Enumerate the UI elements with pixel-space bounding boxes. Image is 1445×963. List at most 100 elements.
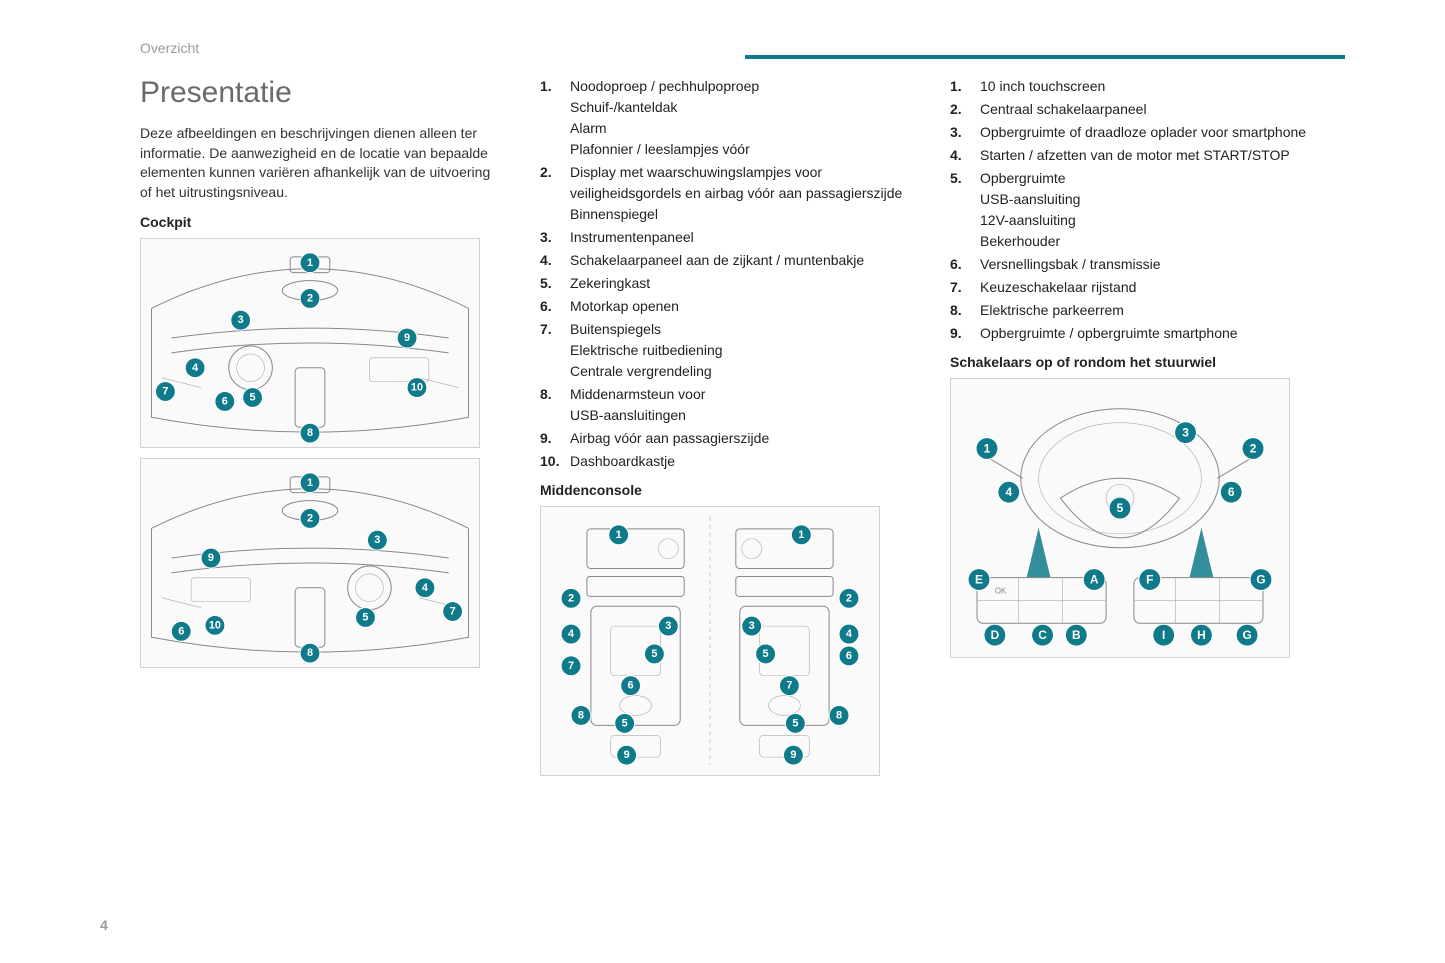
list-item-number: 4. [950,145,980,166]
page-columns: Presentatie Deze afbeeldingen en beschri… [140,76,1345,786]
list-item-number: 10. [540,451,570,472]
list-item: 5.OpbergruimteUSB-aansluiting12V-aanslui… [950,168,1320,252]
callout-marker: 1 [791,525,811,545]
callout-marker: 4 [185,358,205,378]
callout-marker: F [1139,569,1161,591]
svg-text:5: 5 [763,648,769,660]
svg-text:7: 7 [568,660,574,672]
cockpit-diagram-rhd: 12345678910 [140,458,480,668]
callout-marker: 6 [621,676,641,696]
callout-marker: 6 [839,646,859,666]
callout-marker: 5 [356,608,376,628]
list-item: 1.10 inch touchscreen [950,76,1320,97]
list-item-text: Dashboardkastje [570,451,910,472]
section-label: Overzicht [140,40,1345,56]
callout-marker: 2 [561,588,581,608]
svg-text:4: 4 [422,582,428,594]
middenconsole-diagram: 12345678591234567859 [540,506,880,776]
list-item-number: 8. [950,300,980,321]
svg-text:4: 4 [192,362,198,374]
middenconsole-list: 1.10 inch touchscreen2.Centraal schakela… [950,76,1320,344]
svg-text:1: 1 [307,257,313,269]
svg-text:8: 8 [307,648,313,660]
svg-text:5: 5 [651,648,657,660]
callout-marker: 6 [1220,481,1242,503]
cockpit-diagram-lhd: 12345678910 [140,238,480,448]
svg-text:10: 10 [411,382,423,394]
svg-text:6: 6 [1228,485,1235,499]
svg-text:7: 7 [786,680,792,692]
callout-marker: 4 [415,578,435,598]
stuurwiel-diagram: OK 123456ABCDEFGGHI [950,378,1290,658]
svg-text:2: 2 [568,592,574,604]
callout-marker: 8 [300,644,320,664]
callout-marker: E [968,569,990,591]
svg-text:3: 3 [749,620,755,632]
list-item-number: 7. [540,319,570,382]
list-item: 8.Elektrische parkeerrem [950,300,1320,321]
list-item-number: 3. [540,227,570,248]
callout-marker: I [1153,624,1175,646]
list-item-text: Versnellingsbak / transmissie [980,254,1320,275]
callout-marker: 9 [397,329,417,349]
list-item-text: Instrumentenpaneel [570,227,910,248]
callout-marker: 4 [839,624,859,644]
callout-marker: 5 [243,388,263,408]
list-item: 8.Middenarmsteun voorUSB-aansluitingen [540,384,910,426]
callout-marker: 5 [615,713,635,733]
svg-text:3: 3 [1182,426,1189,440]
svg-text:6: 6 [178,626,184,638]
list-item: 6.Motorkap openen [540,296,910,317]
list-item-text: 10 inch touchscreen [980,76,1320,97]
svg-text:B: B [1072,628,1081,642]
list-item: 7.BuitenspiegelsElektrische ruitbedienin… [540,319,910,382]
svg-text:G: G [1242,628,1251,642]
list-item: 3.Instrumentenpaneel [540,227,910,248]
svg-text:1: 1 [616,529,622,541]
list-item-text: Motorkap openen [570,296,910,317]
cockpit-list: 1.Noodoproep / pechhulpoproepSchuif-/kan… [540,76,910,472]
list-item: 3.Opbergruimte of draadloze oplader voor… [950,122,1320,143]
middenconsole-heading: Middenconsole [540,482,910,498]
callout-marker: 8 [300,424,320,444]
svg-text:9: 9 [208,552,214,564]
svg-text:1: 1 [984,442,991,456]
list-item: 6.Versnellingsbak / transmissie [950,254,1320,275]
list-item-number: 5. [540,273,570,294]
list-item: 4.Starten / afzetten van de motor met ST… [950,145,1320,166]
callout-marker: 5 [756,644,776,664]
svg-text:5: 5 [622,717,628,729]
svg-text:OK: OK [995,586,1007,595]
svg-text:3: 3 [238,315,244,327]
callout-marker: C [1032,624,1054,646]
callout-marker: 9 [783,745,803,765]
callout-marker: 1 [976,438,998,460]
list-item-text: BuitenspiegelsElektrische ruitbedieningC… [570,319,910,382]
column-3: 1.10 inch touchscreen2.Centraal schakela… [950,76,1320,786]
callout-marker: 4 [561,624,581,644]
list-item-number: 2. [540,162,570,225]
list-item-number: 9. [950,323,980,344]
column-1: Presentatie Deze afbeeldingen en beschri… [140,76,500,786]
svg-text:7: 7 [162,386,168,398]
callout-marker: 1 [609,525,629,545]
svg-text:F: F [1146,573,1153,587]
list-item-text: OpbergruimteUSB-aansluiting12V-aansluiti… [980,168,1320,252]
list-item-text: Opbergruimte / opbergruimte smartphone [980,323,1320,344]
callout-marker: 5 [1109,497,1131,519]
svg-text:7: 7 [450,606,456,618]
list-item-number: 1. [950,76,980,97]
svg-text:5: 5 [362,612,368,624]
list-item: 9.Opbergruimte / opbergruimte smartphone [950,323,1320,344]
svg-text:C: C [1038,628,1047,642]
svg-text:I: I [1162,628,1165,642]
list-item-text: Noodoproep / pechhulpoproepSchuif-/kante… [570,76,910,160]
callout-marker: 8 [571,706,591,726]
svg-text:5: 5 [250,392,256,404]
callout-marker: G [1236,624,1258,646]
callout-marker: A [1083,569,1105,591]
svg-text:1: 1 [798,529,804,541]
svg-text:6: 6 [222,396,228,408]
list-item-text: Display met waarschuwingslampjes voor ve… [570,162,910,225]
list-item-number: 8. [540,384,570,426]
